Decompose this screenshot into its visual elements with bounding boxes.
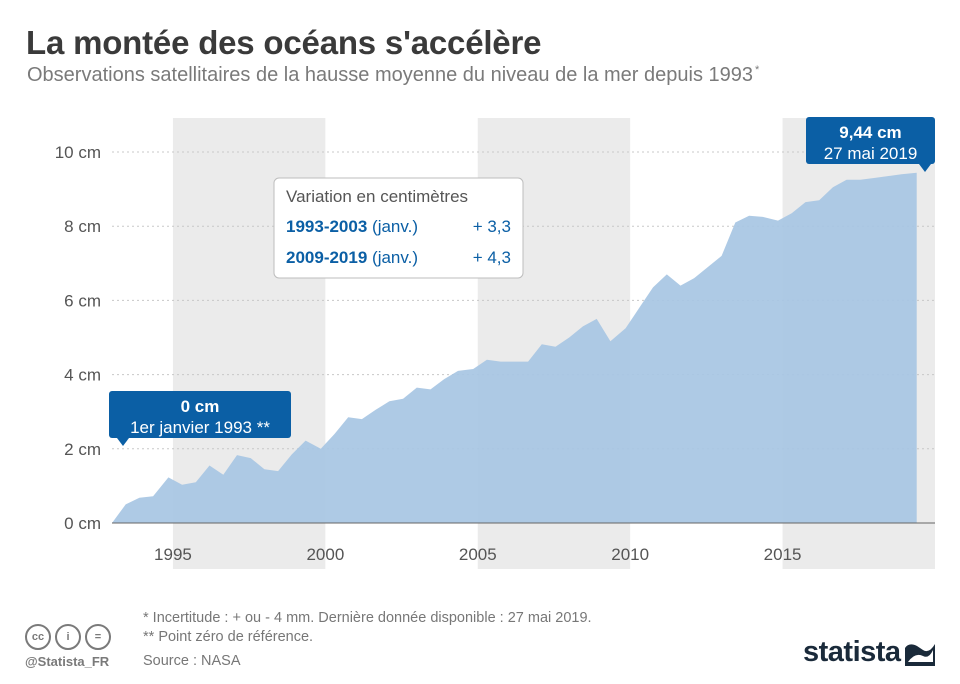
end-callout-value: 9,44 cm [839,123,901,142]
variation-note: (janv.) [367,217,418,236]
variation-box: Variation en centimètres 1993-2003 (janv.… [273,177,524,279]
creative-commons-icon[interactable]: cc [25,624,51,650]
y-tick-label-0: 0 cm [64,514,101,533]
y-tick-label-4: 4 cm [64,366,101,385]
footnote-uncertainty: * Incertitude : + ou - 4 mm. Dernière do… [143,610,592,626]
x-tick-label-2015: 2015 [764,545,802,564]
footnote-zero-point: ** Point zéro de référence. [143,629,314,645]
start-callout-label: 1er janvier 1993 ** [130,418,270,437]
chart-title: La montée des océans s'accélère [26,24,542,61]
end-callout-pointer [919,164,931,172]
sea-level-area [112,172,917,524]
x-tick-label-2000: 2000 [306,545,344,564]
y-tick-label-2: 2 cm [64,440,101,459]
end-callout: 9,44 cm 27 mai 2019 [806,117,935,172]
no-derivatives-icon[interactable]: = [85,624,111,650]
source-label: Source : NASA [143,653,241,669]
variation-row-1: 2009-2019 (janv.) [286,248,418,267]
x-tick-label-2005: 2005 [459,545,497,564]
variation-period: 1993-2003 [286,217,367,236]
variation-box-title: Variation en centimètres [286,187,468,206]
footnotes: * Incertitude : + ou - 4 mm. Dernière do… [143,609,592,669]
end-callout-box [806,117,935,164]
start-callout: 0 cm 1er janvier 1993 ** [109,391,291,446]
variation-note: (janv.) [367,248,418,267]
y-tick-label-8: 8 cm [64,217,101,236]
start-callout-pointer [117,438,129,446]
start-callout-box [109,391,291,438]
variation-value-0: + 3,3 [473,217,511,236]
statista-brand[interactable]: statista [803,636,901,668]
x-tick-label-1995: 1995 [154,545,192,564]
variation-row-0: 1993-2003 (janv.) [286,217,418,236]
statista-logo-icon [905,640,935,666]
variation-box-frame [273,177,524,279]
x-tick-label-2010: 2010 [611,545,649,564]
chart-subtitle: Observations satellitaires de la hausse … [27,64,759,87]
y-tick-label-10: 10 cm [55,143,101,162]
license-icons: cc i = [25,624,111,650]
y-tick-label-6: 6 cm [64,291,101,310]
subtitle-footnote-mark: * [755,64,760,77]
variation-period: 2009-2019 [286,248,367,267]
end-callout-label: 27 mai 2019 [824,144,918,163]
start-callout-value: 0 cm [181,397,220,416]
social-handle[interactable]: @Statista_FR [25,654,110,669]
attribution-icon[interactable]: i [55,624,81,650]
subtitle-text: Observations satellitaires de la hausse … [27,64,753,86]
variation-value-1: + 4,3 [473,248,511,267]
